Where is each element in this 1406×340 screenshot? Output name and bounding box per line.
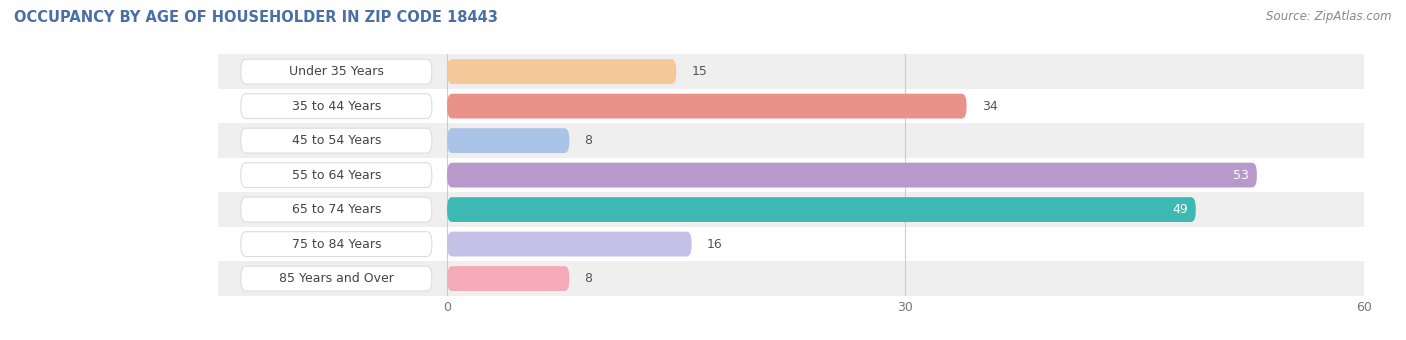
- FancyBboxPatch shape: [240, 232, 432, 256]
- FancyBboxPatch shape: [218, 54, 1364, 89]
- Text: 8: 8: [585, 272, 592, 285]
- Text: OCCUPANCY BY AGE OF HOUSEHOLDER IN ZIP CODE 18443: OCCUPANCY BY AGE OF HOUSEHOLDER IN ZIP C…: [14, 10, 498, 25]
- Text: Under 35 Years: Under 35 Years: [288, 65, 384, 78]
- Text: 8: 8: [585, 134, 592, 147]
- FancyBboxPatch shape: [218, 261, 1364, 296]
- Text: 35 to 44 Years: 35 to 44 Years: [291, 100, 381, 113]
- FancyBboxPatch shape: [218, 227, 1364, 261]
- FancyBboxPatch shape: [240, 266, 432, 291]
- FancyBboxPatch shape: [240, 163, 432, 188]
- FancyBboxPatch shape: [447, 232, 692, 256]
- FancyBboxPatch shape: [218, 192, 1364, 227]
- FancyBboxPatch shape: [240, 128, 432, 153]
- FancyBboxPatch shape: [447, 94, 966, 119]
- FancyBboxPatch shape: [240, 94, 432, 119]
- FancyBboxPatch shape: [240, 197, 432, 222]
- Text: 53: 53: [1233, 169, 1250, 182]
- FancyBboxPatch shape: [218, 158, 1364, 192]
- FancyBboxPatch shape: [447, 163, 1257, 188]
- Text: 15: 15: [692, 65, 707, 78]
- Text: 34: 34: [981, 100, 998, 113]
- Text: 85 Years and Over: 85 Years and Over: [278, 272, 394, 285]
- FancyBboxPatch shape: [218, 89, 1364, 123]
- Text: 16: 16: [707, 238, 723, 251]
- FancyBboxPatch shape: [218, 123, 1364, 158]
- FancyBboxPatch shape: [447, 59, 676, 84]
- FancyBboxPatch shape: [447, 197, 1195, 222]
- Text: 65 to 74 Years: 65 to 74 Years: [291, 203, 381, 216]
- Text: 49: 49: [1173, 203, 1188, 216]
- FancyBboxPatch shape: [447, 128, 569, 153]
- Text: 55 to 64 Years: 55 to 64 Years: [291, 169, 381, 182]
- FancyBboxPatch shape: [240, 59, 432, 84]
- FancyBboxPatch shape: [447, 266, 569, 291]
- Text: 75 to 84 Years: 75 to 84 Years: [291, 238, 381, 251]
- Text: 45 to 54 Years: 45 to 54 Years: [291, 134, 381, 147]
- Text: Source: ZipAtlas.com: Source: ZipAtlas.com: [1267, 10, 1392, 23]
